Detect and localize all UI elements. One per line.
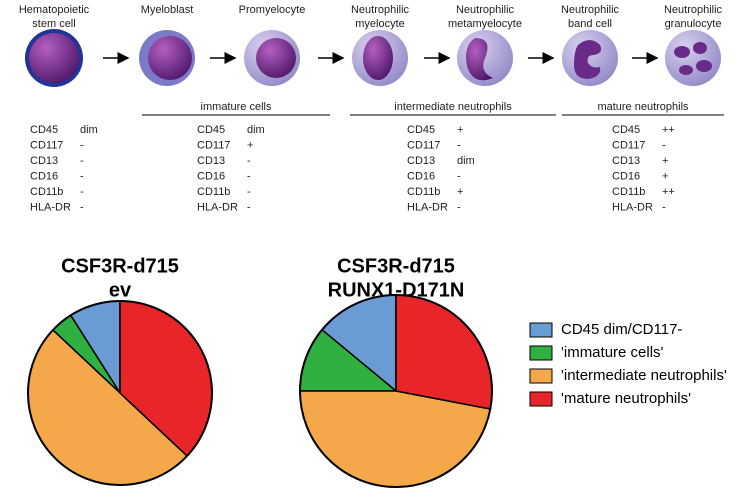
marker-name: HLA-DR <box>30 201 71 213</box>
marker-level: + <box>662 170 668 182</box>
marker-level: ++ <box>662 124 675 136</box>
marker-level: + <box>457 186 463 198</box>
group-label: mature neutrophils <box>597 101 689 113</box>
cell-nucleus <box>674 42 712 75</box>
legend-label: CD45 dim/CD117- <box>561 321 682 338</box>
marker-level: dim <box>457 155 475 167</box>
marker-level: + <box>662 155 668 167</box>
marker-name: CD117 <box>30 139 63 151</box>
legend-swatch <box>529 368 553 384</box>
marker-level: - <box>247 186 251 198</box>
marker-level: + <box>247 139 253 151</box>
stage-label: granulocyte <box>665 18 722 30</box>
marker-level: + <box>457 124 463 136</box>
legend-swatch <box>529 391 553 407</box>
marker-name: CD45 <box>30 124 58 136</box>
stage-label: Neutrophilic <box>351 4 410 16</box>
marker-name: HLA-DR <box>197 201 238 213</box>
marker-level: - <box>247 201 251 213</box>
marker-name: HLA-DR <box>407 201 448 213</box>
marker-name: CD16 <box>612 170 640 182</box>
cells <box>25 29 721 87</box>
legend-label: 'immature cells' <box>561 344 664 361</box>
pie-outline <box>299 294 493 488</box>
stage-label: Neutrophilic <box>456 4 515 16</box>
marker-level: dim <box>80 124 98 136</box>
marker-level: - <box>80 186 84 198</box>
chart-title: CSF3R-d715 <box>61 255 179 277</box>
marker-name: CD13 <box>612 155 640 167</box>
pie-slice <box>395 294 493 410</box>
cell <box>665 30 721 86</box>
marker-level: - <box>457 170 461 182</box>
group-label: intermediate neutrophils <box>394 101 512 113</box>
marker-level: dim <box>247 124 265 136</box>
stage-label: stem cell <box>32 18 75 30</box>
pie-slice <box>299 390 492 488</box>
stage-label: Myeloblast <box>141 4 194 16</box>
marker-name: CD16 <box>30 170 58 182</box>
marker-name: CD117 <box>612 139 645 151</box>
marker-name: HLA-DR <box>612 201 653 213</box>
marker-name: CD16 <box>197 170 225 182</box>
marker-name: CD45 <box>197 124 225 136</box>
marker-level: - <box>80 201 84 213</box>
marker-level: - <box>80 139 84 151</box>
legend-label: 'mature neutrophils' <box>561 390 691 407</box>
cell-nucleus <box>363 36 393 80</box>
cell-nucleus <box>148 36 192 80</box>
marker-level: - <box>247 155 251 167</box>
marker-level: ++ <box>662 186 675 198</box>
marker-name: CD45 <box>407 124 435 136</box>
marker-name: CD16 <box>407 170 435 182</box>
marker-name: CD117 <box>197 139 230 151</box>
stage-label: Promyelocyte <box>239 4 306 16</box>
cell-nucleus <box>574 40 602 79</box>
marker-name: CD11b <box>612 186 645 198</box>
cell-nucleus <box>256 38 296 78</box>
marker-level: - <box>247 170 251 182</box>
marker-level: - <box>457 139 461 151</box>
stage-label: Neutrophilic <box>561 4 620 16</box>
cell-nucleus <box>466 38 493 81</box>
marker-level: - <box>80 155 84 167</box>
marker-level: - <box>457 201 461 213</box>
chart-title: CSF3R-d715 <box>337 255 455 277</box>
chart-title: ev <box>109 279 132 301</box>
legend-label: 'intermediate neutrophils' <box>561 367 727 384</box>
marker-name: CD13 <box>197 155 225 167</box>
legend-swatch <box>529 322 553 338</box>
marker-name: CD13 <box>407 155 435 167</box>
marker-name: CD117 <box>407 139 440 151</box>
marker-name: CD11b <box>30 186 63 198</box>
chart-title: RUNX1-D171N <box>328 279 465 301</box>
cell-nucleus <box>29 33 79 83</box>
marker-name: CD11b <box>197 186 230 198</box>
marker-level: - <box>662 139 666 151</box>
stage-label: myelocyte <box>355 18 405 30</box>
marker-name: CD11b <box>407 186 440 198</box>
stage-label: metamyelocyte <box>448 18 522 30</box>
marker-name: CD45 <box>612 124 640 136</box>
legend-swatch <box>529 345 553 361</box>
pie-outline <box>27 300 213 486</box>
stage-label: Hematopoietic <box>19 4 90 16</box>
group-label: immature cells <box>201 101 272 113</box>
marker-name: CD13 <box>30 155 58 167</box>
stage-label: band cell <box>568 18 612 30</box>
stage-label: Neutrophilic <box>664 4 723 16</box>
marker-level: - <box>80 170 84 182</box>
marker-level: - <box>662 201 666 213</box>
